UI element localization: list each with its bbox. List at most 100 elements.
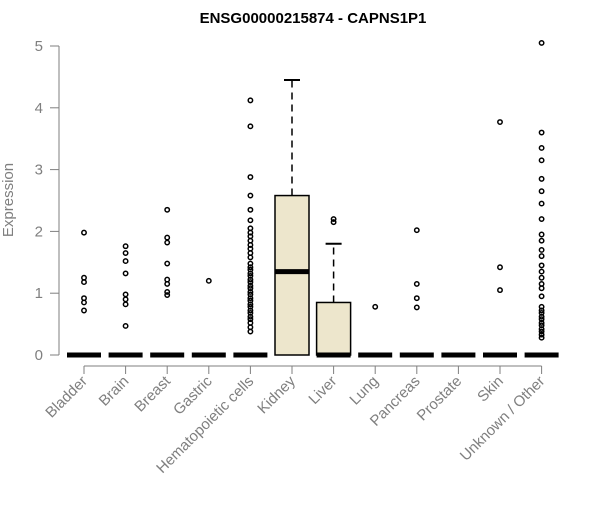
outlier-point [247, 291, 254, 298]
outlier-point [122, 291, 129, 298]
outlier-point [413, 295, 420, 302]
box-brain [108, 243, 143, 358]
outlier-point [247, 225, 254, 232]
outlier-point [538, 293, 545, 300]
outlier-point [538, 316, 545, 323]
y-axis: 0 1 2 3 4 5 [35, 38, 60, 364]
outlier-point [247, 297, 254, 304]
outlier-point [497, 287, 503, 294]
outlier-point [538, 303, 545, 310]
outlier-point [247, 206, 254, 213]
outlier-point [497, 264, 503, 271]
box-body [315, 301, 352, 356]
outlier-point [538, 274, 545, 281]
x-tick-label: Bladder [42, 373, 91, 422]
outlier-point [164, 260, 171, 267]
outlier-point [247, 316, 254, 323]
x-tick-label: Breast [131, 372, 174, 415]
outlier-point [247, 285, 254, 292]
outlier-point [372, 303, 379, 310]
outlier-point [538, 253, 545, 260]
box-hematopoietic-cells [233, 97, 268, 358]
outlier-point [538, 328, 545, 335]
outlier-point [538, 39, 545, 46]
x-tick-label: Lung [346, 373, 382, 409]
outlier-point [538, 216, 545, 222]
outlier-point [247, 266, 254, 273]
outlier-point [122, 250, 129, 256]
outlier-point [538, 157, 545, 164]
x-tick-label: Kidney [254, 372, 299, 417]
outlier-point [538, 145, 545, 151]
outlier-point [247, 272, 254, 279]
outlier-point [247, 174, 254, 180]
outlier-point [81, 229, 87, 236]
box-lung [358, 303, 393, 358]
outlier-point [330, 216, 337, 222]
outlier-point [538, 280, 545, 287]
box-gastric [191, 277, 226, 358]
x-tick-label: Brain [96, 373, 133, 410]
y-axis-title: Expression [0, 163, 17, 237]
outlier-point [330, 219, 337, 226]
outlier-point [81, 295, 87, 302]
box-pancreas [399, 227, 434, 358]
y-tick-label: 3 [35, 162, 43, 179]
outlier-point [205, 277, 212, 284]
x-tick-label: Prostate [414, 373, 466, 425]
outlier-point [247, 303, 254, 310]
outlier-point [247, 217, 254, 224]
outlier-point [538, 331, 545, 338]
outlier-point [538, 188, 545, 195]
outlier-point [538, 268, 545, 275]
outlier-point [164, 234, 171, 241]
outlier-point [247, 192, 254, 199]
outlier-point [538, 246, 545, 253]
outlier-point [538, 310, 545, 316]
outlier-point [538, 322, 545, 329]
outlier-point [247, 97, 254, 104]
outlier-point [538, 262, 545, 269]
outlier-point [122, 296, 129, 303]
outlier-point [413, 280, 420, 287]
outlier-point [164, 289, 171, 295]
chart-title: ENSG00000215874 - CAPNS1P1 [200, 10, 427, 27]
x-tick-label: Liver [305, 373, 340, 408]
outlier-point [497, 119, 503, 125]
outlier-point [538, 237, 545, 244]
box-body [274, 194, 310, 356]
outlier-point [247, 123, 254, 130]
outlier-point [81, 274, 87, 281]
outlier-point [538, 129, 545, 136]
outlier-point [81, 307, 87, 314]
box-bladder [67, 229, 101, 358]
outlier-point [122, 270, 129, 277]
outlier-point [164, 276, 171, 283]
y-tick-label: 0 [35, 347, 43, 364]
outlier-point [122, 258, 129, 265]
outlier-point [538, 200, 545, 207]
outlier-point [122, 243, 129, 250]
outlier-point [247, 310, 254, 316]
outlier-point [122, 323, 129, 329]
outlier-point [164, 292, 171, 299]
outlier-point [538, 231, 545, 238]
outlier-point [247, 260, 254, 267]
outlier-point [247, 279, 254, 286]
y-tick-label: 5 [35, 38, 43, 55]
outlier-point [538, 334, 545, 341]
outlier-point [164, 206, 171, 213]
y-tick-label: 4 [35, 100, 43, 117]
outlier-point [413, 304, 420, 311]
outlier-point [413, 227, 420, 234]
boxes-group [67, 39, 559, 358]
x-tick-label: Skin [474, 373, 507, 406]
box-unknown-other [524, 39, 559, 358]
box-liver [315, 216, 352, 358]
box-kidney [274, 78, 310, 356]
box-skin [483, 119, 517, 358]
box-breast [150, 206, 185, 358]
outlier-point [164, 239, 171, 246]
